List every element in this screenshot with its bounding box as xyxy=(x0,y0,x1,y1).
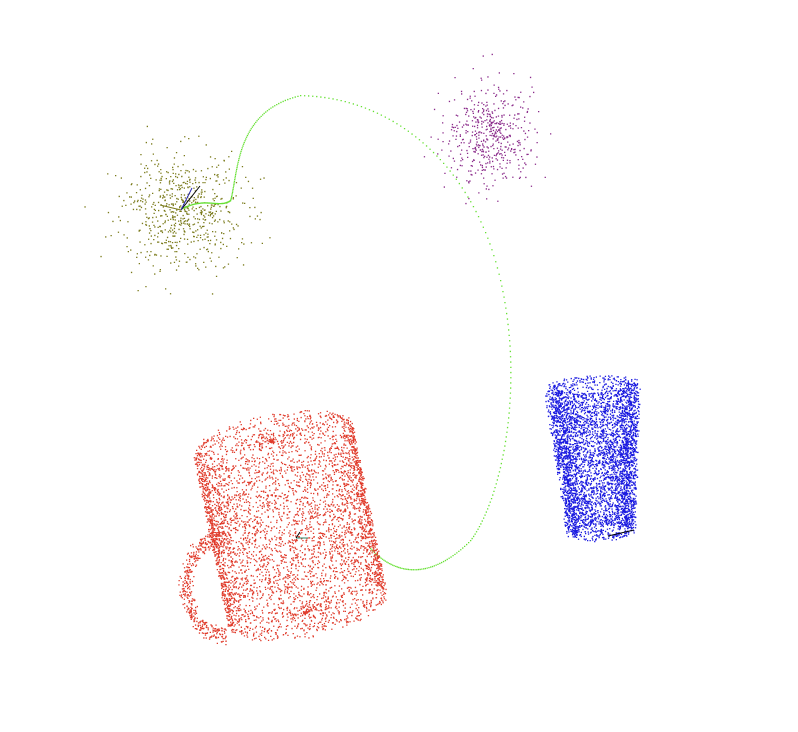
red-mug-point-cloud xyxy=(178,410,387,646)
purple-gaussian-cloud xyxy=(423,53,552,205)
blue-cup-point-cloud xyxy=(545,375,641,543)
cup-axes-line xyxy=(607,529,635,537)
olive-cloud-axes-line xyxy=(180,185,201,211)
mug-axes xyxy=(295,531,308,539)
red-mug-point-cloud-points xyxy=(178,410,387,646)
olive-cloud-axes xyxy=(159,185,201,211)
olive-cloud-axes-line xyxy=(159,204,182,211)
olive-gaussian-cloud-points xyxy=(84,125,271,295)
blue-cup-point-cloud-points xyxy=(545,375,641,543)
axes-markers xyxy=(159,185,635,539)
olive-gaussian-cloud xyxy=(84,125,271,295)
purple-gaussian-cloud-points xyxy=(423,53,552,205)
olive-cloud-axes-line xyxy=(180,187,193,211)
cup-axes xyxy=(607,529,635,537)
mug-axes-line xyxy=(295,531,301,539)
